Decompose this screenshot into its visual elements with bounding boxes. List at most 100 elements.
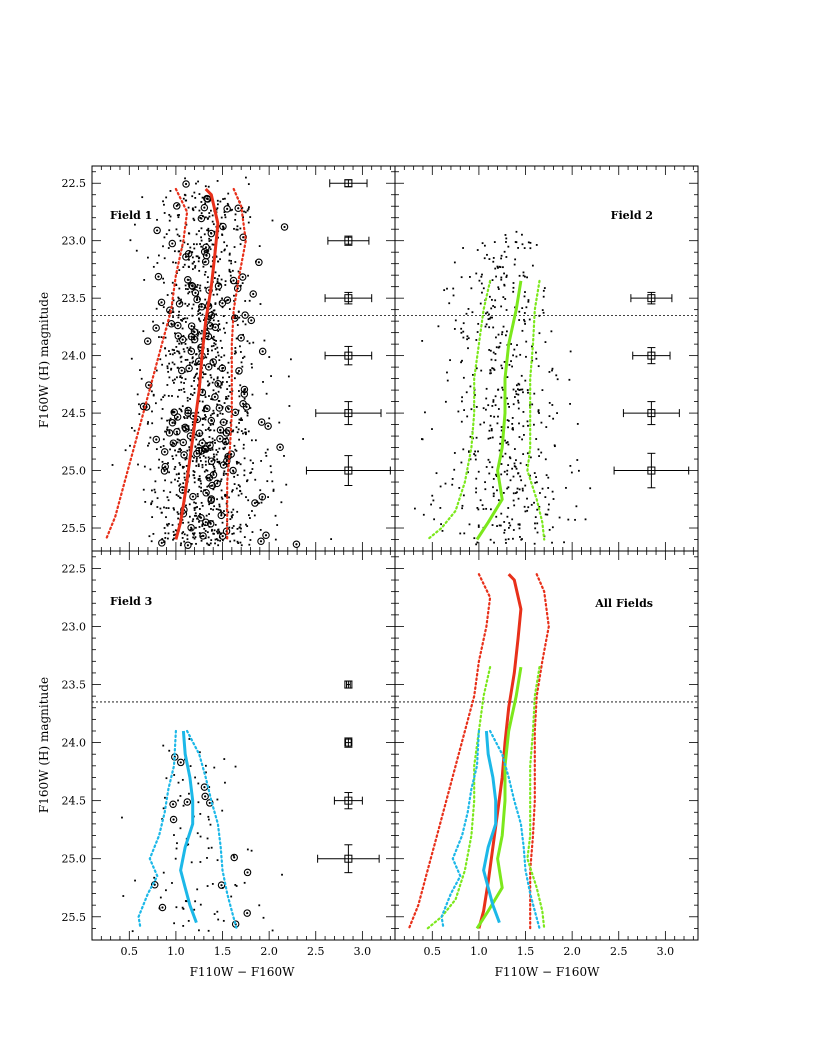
- star-point: [509, 457, 512, 460]
- star-point: [212, 293, 215, 296]
- star-point: [197, 463, 200, 466]
- star-point: [201, 423, 204, 426]
- star-point: [235, 228, 238, 231]
- star-point: [239, 351, 242, 353]
- star-point: [504, 334, 507, 337]
- star-point: [212, 223, 215, 226]
- star-point: [518, 523, 521, 526]
- star-point: [193, 456, 195, 459]
- star-point: [191, 268, 194, 271]
- star-point: [226, 244, 228, 247]
- star-point: [512, 499, 515, 502]
- star-point: [197, 310, 200, 313]
- star-point: [244, 428, 247, 430]
- star-point: [225, 431, 228, 435]
- star-point: [223, 197, 226, 200]
- star-point-ring: [176, 758, 185, 767]
- star-point: [485, 323, 488, 326]
- star-point: [150, 503, 153, 506]
- star-point-ring: [202, 445, 210, 453]
- star-point: [224, 514, 227, 516]
- star-point: [231, 516, 233, 519]
- star-point: [217, 400, 220, 402]
- star-point: [477, 322, 480, 325]
- star-point: [196, 832, 199, 835]
- star-point: [215, 538, 218, 540]
- star-point: [584, 518, 587, 521]
- star-point: [255, 501, 258, 504]
- star-point: [212, 335, 215, 338]
- star-point: [215, 208, 218, 211]
- star-point: [129, 444, 131, 447]
- star-point: [233, 246, 236, 248]
- star-point: [246, 911, 249, 915]
- panel-frame: [394, 165, 699, 552]
- star-point: [173, 922, 176, 925]
- star-point: [251, 510, 253, 512]
- star-point: [201, 523, 204, 526]
- star-point: [483, 244, 486, 247]
- star-point: [214, 326, 217, 329]
- star-point: [190, 528, 193, 531]
- x-tick-label: 0.5: [424, 945, 442, 958]
- x-tick-label: 3.0: [657, 945, 675, 958]
- star-point: [494, 404, 497, 407]
- star-point-ring: [184, 250, 193, 258]
- y-tick-label: 25.0: [62, 853, 87, 866]
- star-point: [204, 418, 207, 421]
- star-point: [161, 363, 164, 366]
- star-point: [194, 506, 197, 509]
- star-point: [236, 528, 239, 530]
- star-point: [205, 449, 208, 452]
- star-point: [205, 514, 208, 517]
- star-point: [149, 468, 152, 471]
- error-box: [344, 179, 353, 188]
- star-point: [177, 366, 179, 369]
- star-point: [171, 323, 173, 326]
- star-point: [224, 331, 226, 334]
- star-point: [248, 206, 250, 209]
- star-point: [163, 469, 166, 473]
- star-point-ring: [166, 306, 174, 314]
- star-point: [175, 346, 178, 348]
- star-point: [239, 227, 242, 230]
- star-point: [168, 219, 171, 222]
- star-point: [246, 412, 249, 415]
- star-point: [209, 441, 212, 444]
- star-point: [149, 436, 152, 439]
- star-point-ring: [200, 203, 209, 212]
- star-point: [243, 457, 246, 460]
- star-point: [162, 277, 165, 280]
- star-point: [548, 503, 550, 506]
- star-point: [191, 455, 194, 458]
- star-point: [182, 348, 185, 351]
- star-point: [215, 356, 217, 359]
- panel-frame: [394, 550, 699, 941]
- error-box: [344, 796, 353, 805]
- star-point: [200, 245, 203, 248]
- star-point: [195, 255, 198, 258]
- star-point: [527, 391, 529, 394]
- star-point-ring: [177, 366, 186, 375]
- x-tick-label: 2.0: [563, 945, 581, 958]
- star-point: [187, 283, 190, 285]
- star-point: [470, 408, 473, 411]
- star-point: [243, 355, 246, 358]
- star-point: [535, 438, 538, 440]
- star-point: [295, 543, 298, 546]
- star-point: [193, 477, 196, 479]
- star-point: [446, 371, 448, 374]
- star-point: [213, 439, 216, 442]
- star-point: [465, 312, 468, 315]
- star-point: [233, 483, 236, 485]
- star-point: [505, 441, 508, 444]
- star-point: [207, 195, 209, 198]
- star-point: [460, 276, 463, 279]
- star-point: [509, 479, 512, 482]
- star-point: [512, 537, 514, 540]
- star-point: [547, 508, 550, 511]
- star-point: [191, 423, 194, 426]
- star-point: [221, 539, 224, 542]
- star-point: [182, 521, 184, 524]
- star-point: [570, 471, 573, 474]
